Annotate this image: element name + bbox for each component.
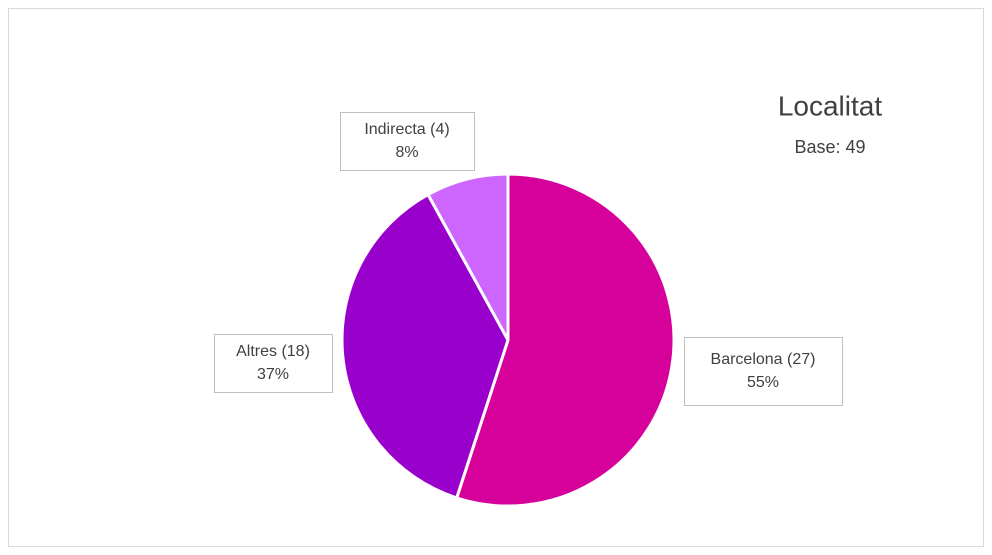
pie-slice bbox=[340, 192, 510, 500]
chart-title: Localitat bbox=[778, 90, 883, 121]
slice-value: 8% bbox=[395, 144, 418, 161]
label-box bbox=[684, 337, 843, 406]
chart-subtitle: Base: 49 bbox=[794, 137, 865, 157]
label-box bbox=[340, 112, 475, 171]
pie-slice bbox=[454, 172, 676, 508]
slice-value: 37% bbox=[257, 366, 289, 383]
label-box bbox=[214, 334, 333, 393]
slice-label: Indirecta (4) bbox=[364, 121, 449, 138]
slice-label: Barcelona (27) bbox=[711, 351, 816, 368]
pie-slice bbox=[425, 172, 510, 341]
slice-value: 55% bbox=[747, 374, 779, 391]
slice-label: Altres (18) bbox=[236, 343, 310, 360]
